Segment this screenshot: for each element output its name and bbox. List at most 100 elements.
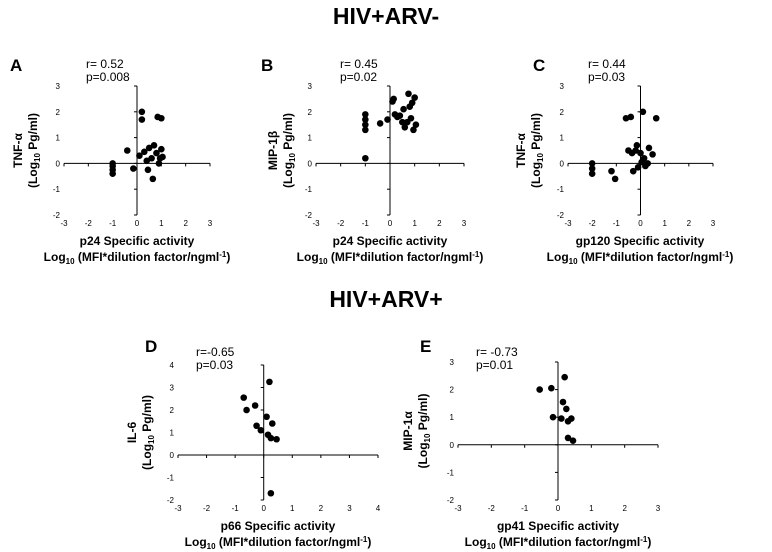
y-tick-label-c: -1 [557, 185, 565, 194]
data-point-b [411, 94, 418, 101]
x-axis-title-d: p66 Specific activity [221, 519, 336, 533]
y-tick-label-e: 2 [450, 386, 455, 395]
x-axis-units-a: Log10 (MFI*dilution factor/ngml-1) [44, 250, 231, 266]
panel-letter-b: B [261, 56, 273, 75]
x-tick-label-a: 1 [159, 219, 164, 228]
x-tick-label-e: 3 [656, 504, 661, 513]
y-tick-label-d: 0 [170, 451, 175, 460]
y-tick-label-d: 4 [170, 361, 175, 370]
data-point-b [407, 114, 415, 122]
x-tick-label-d: 4 [376, 504, 381, 513]
data-point-e [568, 415, 575, 422]
y-tick-label-e: 1 [450, 413, 455, 422]
data-point-b [401, 123, 409, 131]
x-tick-label-c: 1 [662, 219, 667, 228]
data-point-c [633, 142, 641, 149]
data-point-a [141, 148, 148, 156]
x-tick-label-b: -2 [337, 219, 345, 228]
y-axis-title-b: MIP-1β [266, 131, 280, 170]
x-tick-label-d: 3 [347, 504, 352, 513]
y-tick-label-d: 2 [170, 406, 175, 415]
y-axis-units-a: (Log10 Pg/ml) [26, 113, 42, 188]
y-tick-label-d: 1 [170, 429, 175, 438]
y-tick-label-a: 1 [56, 134, 61, 143]
data-point-c [627, 113, 635, 121]
x-tick-label-d: -2 [203, 504, 211, 513]
data-point-e [563, 405, 570, 413]
data-point-b [399, 118, 406, 126]
data-point-c [611, 175, 619, 183]
data-point-a [138, 116, 146, 123]
x-axis-units-c: Log10 (MFI*dilution factor/ngml-1) [547, 250, 734, 266]
data-point-b [384, 116, 391, 123]
y-axis-title-e: MIP-1α [401, 411, 415, 451]
data-point-b [362, 121, 369, 128]
stat-text-a-r: r= 0.52 [86, 57, 124, 71]
x-tick-label-c: -3 [564, 219, 572, 228]
x-tick-label-d: 2 [319, 504, 324, 513]
y-axis-title-a: TNF-α [11, 133, 25, 168]
data-point-b [362, 116, 369, 123]
x-tick-label-e: 1 [589, 504, 594, 513]
x-axis-units-d: Log10 (MFI*dilution factor/ngml-1) [185, 535, 372, 551]
y-tick-label-b: 3 [308, 82, 313, 91]
x-tick-label-c: -2 [589, 219, 597, 228]
data-point-c [652, 114, 660, 122]
panel-letter-a: A [10, 56, 22, 75]
y-tick-label-a: 2 [56, 108, 61, 117]
x-tick-label-a: -2 [85, 219, 93, 228]
data-point-a [150, 142, 158, 149]
x-axis-title-b: p24 Specific activity [333, 234, 448, 248]
data-point-c [649, 151, 656, 158]
data-point-e [569, 437, 577, 444]
y-axis-units-b: (Log10 Pg/ml) [281, 113, 297, 188]
data-point-c [640, 154, 648, 162]
x-tick-label-a: -3 [60, 219, 68, 228]
x-tick-label-c: -1 [613, 219, 621, 228]
y-axis-units-c: (Log10 Pg/ml) [529, 113, 545, 188]
panel-letter-d: D [145, 337, 157, 356]
data-point-c [634, 163, 642, 171]
data-point-e [558, 415, 565, 422]
data-point-e [561, 373, 568, 381]
x-axis-title-a: p24 Specific activity [80, 234, 195, 248]
data-point-d [243, 406, 250, 414]
x-axis-title-e: gp41 Specific activity [497, 519, 619, 533]
stat-text-e-p: p=0.01 [476, 358, 513, 372]
data-point-a [159, 153, 166, 161]
data-point-d [240, 394, 248, 401]
data-point-c [588, 165, 596, 172]
data-point-e [549, 413, 557, 421]
data-point-c [632, 147, 639, 154]
y-tick-label-c: 1 [560, 134, 565, 143]
y-tick-label-a: -2 [53, 211, 61, 220]
data-point-a [149, 175, 157, 183]
y-tick-label-b: 0 [308, 159, 313, 168]
section-title-arv-negative: HIV+ARV- [333, 3, 439, 29]
stat-text-a-p: p=0.008 [86, 70, 130, 84]
data-point-a [155, 160, 163, 167]
x-tick-label-e: 2 [622, 504, 627, 513]
data-point-b [400, 105, 407, 113]
y-tick-label-c: 2 [560, 108, 565, 117]
y-tick-label-b: 2 [308, 108, 313, 117]
x-tick-label-b: 0 [388, 219, 393, 228]
x-axis-title-c: gp120 Specific activity [576, 234, 705, 248]
y-tick-label-b: -2 [305, 211, 313, 220]
data-point-b [362, 111, 369, 118]
data-point-d [268, 420, 276, 427]
x-tick-label-b: 1 [412, 219, 417, 228]
y-tick-label-e: 0 [450, 441, 455, 450]
x-tick-label-c: 3 [711, 219, 716, 228]
data-point-d [257, 426, 265, 434]
data-point-d [273, 435, 280, 443]
data-point-d [263, 413, 270, 421]
y-axis-title-group-c: TNF-α(Log10 Pg/ml) [514, 113, 545, 188]
y-axis-title-c: TNF-α [514, 133, 528, 168]
stat-text-d-r: r=-0.65 [196, 345, 235, 359]
data-point-d [267, 434, 275, 442]
data-point-d [253, 422, 260, 430]
